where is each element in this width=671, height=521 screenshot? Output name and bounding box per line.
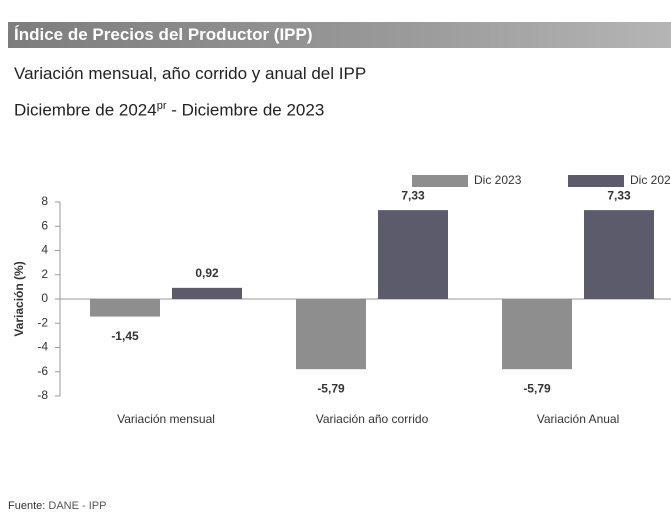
source-text: DANE - IPP — [48, 500, 107, 512]
value-label: 7,33 — [607, 188, 631, 202]
subtitle-part: Diciembre de 2024 — [14, 100, 157, 120]
y-tick-label: 8 — [41, 194, 48, 208]
legend-swatch — [568, 175, 624, 187]
legend-label: Dic 2024pr — [630, 173, 671, 187]
legend-swatch — [412, 175, 468, 187]
value-label: 7,33 — [401, 188, 425, 202]
y-tick-label: 0 — [41, 291, 48, 305]
value-label: -5,79 — [523, 381, 551, 395]
value-label: -1,45 — [111, 329, 139, 343]
subtitle-2: Diciembre de 2024pr - Diciembre de 2023 — [14, 100, 324, 121]
source: Fuente: DANE - IPP — [8, 500, 106, 512]
bar — [584, 210, 654, 299]
x-tick-label: Variación mensual — [117, 412, 215, 426]
legend-label: Dic 2023 — [474, 173, 522, 187]
source-label: Fuente: — [8, 500, 46, 512]
subtitle: Variación mensual, año corrido y anual d… — [14, 64, 367, 83]
x-tick-label: Variación año corrido — [316, 412, 429, 426]
bar — [296, 299, 366, 370]
value-label: -5,79 — [317, 381, 345, 395]
header-title: Índice de Precios del Productor (IPP) — [8, 22, 671, 48]
y-tick-label: -8 — [37, 388, 48, 402]
value-label: 0,92 — [195, 266, 219, 280]
x-tick-label: Variación Anual — [537, 412, 620, 426]
bar — [378, 210, 448, 299]
y-tick-label: 4 — [41, 243, 48, 257]
subtitle-part: - Diciembre de 2023 — [166, 100, 325, 120]
bar — [90, 299, 160, 317]
y-tick-label: -4 — [37, 340, 48, 354]
y-tick-label: 2 — [41, 267, 48, 281]
bar — [502, 299, 572, 370]
subtitle-sup: pr — [156, 100, 167, 112]
y-tick-label: 6 — [41, 218, 48, 232]
y-tick-label: -6 — [37, 364, 48, 378]
bar — [172, 287, 242, 299]
y-axis-label: Variación (%) — [12, 261, 26, 336]
y-tick-label: -2 — [37, 315, 48, 329]
